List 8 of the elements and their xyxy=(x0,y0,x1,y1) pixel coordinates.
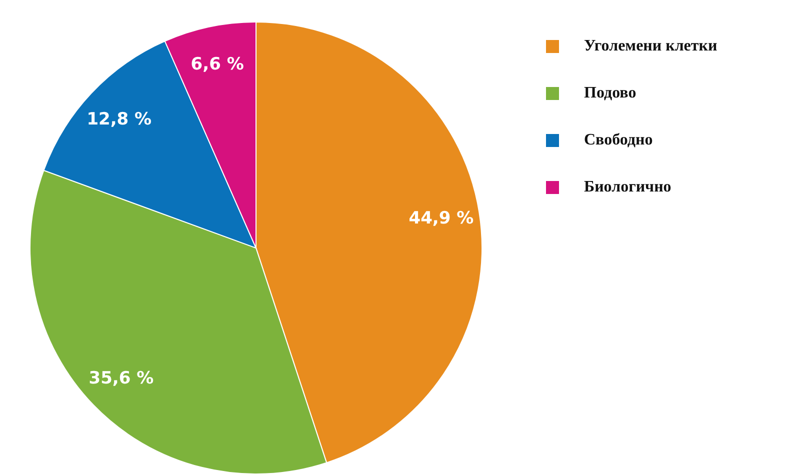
legend-label: Уголемени клетки xyxy=(584,38,718,54)
data-label: 44,9 % xyxy=(408,208,474,228)
data-label: 35,6 % xyxy=(88,368,154,388)
data-label: 6,6 % xyxy=(190,54,244,74)
legend-label: Свободно xyxy=(584,132,653,148)
legend-label: Подово xyxy=(584,84,636,102)
legend-label: Биологично xyxy=(584,178,672,196)
data-label: 12,8 % xyxy=(86,110,152,130)
